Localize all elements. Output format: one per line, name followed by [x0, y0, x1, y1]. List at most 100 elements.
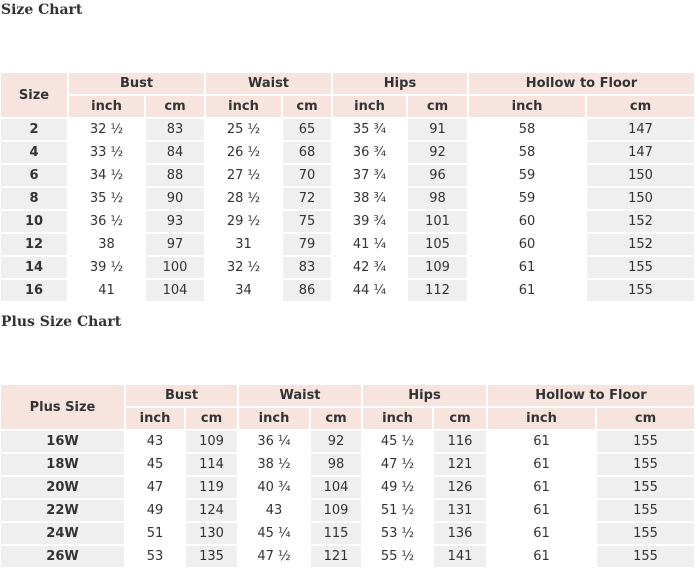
- table-cell: 40 ¾: [239, 477, 309, 498]
- table-cell: 45 ¼: [239, 523, 309, 544]
- table-cell: 41: [69, 280, 144, 301]
- table-cell: 109: [311, 500, 361, 521]
- table-cell: 51: [126, 523, 184, 544]
- table-cell: 55 ½: [363, 546, 432, 567]
- table-cell: 47 ½: [363, 454, 432, 475]
- table-cell: 47 ½: [239, 546, 309, 567]
- unit-header: inch: [69, 96, 144, 117]
- row-label: 10: [1, 211, 67, 232]
- table-cell: 115: [311, 523, 361, 544]
- table-cell: 116: [434, 431, 486, 452]
- table-cell: 92: [311, 431, 361, 452]
- row-label: 2: [1, 119, 67, 140]
- header-cell: Size: [1, 73, 67, 117]
- table-cell: 88: [146, 165, 204, 186]
- unit-header: inch: [206, 96, 281, 117]
- unit-header: inch: [239, 408, 309, 429]
- table-cell: 92: [408, 142, 467, 163]
- table-cell: 44 ¼: [333, 280, 406, 301]
- table-cell: 155: [587, 280, 694, 301]
- table-cell: 61: [469, 280, 585, 301]
- row-label: 22W: [1, 500, 124, 521]
- table-cell: 59: [469, 165, 585, 186]
- table-cell: 112: [408, 280, 467, 301]
- unit-header: inch: [488, 408, 595, 429]
- row-label: 8: [1, 188, 67, 209]
- unit-header: cm: [311, 408, 361, 429]
- table-cell: 150: [587, 165, 694, 186]
- table-cell: 43: [126, 431, 184, 452]
- table-cell: 61: [488, 500, 595, 521]
- table-cell: 31: [206, 234, 281, 255]
- unit-header: cm: [283, 96, 331, 117]
- table-cell: 39 ½: [69, 257, 144, 278]
- table-cell: 38 ¾: [333, 188, 406, 209]
- table-cell: 86: [283, 280, 331, 301]
- table-cell: 58: [469, 119, 585, 140]
- row-label: 24W: [1, 523, 124, 544]
- row-label: 16: [1, 280, 67, 301]
- table-cell: 61: [488, 546, 595, 567]
- table-cell: 59: [469, 188, 585, 209]
- table-cell: 41 ¼: [333, 234, 406, 255]
- group-header: Hips: [363, 385, 486, 406]
- table-cell: 83: [146, 119, 204, 140]
- table-cell: 98: [311, 454, 361, 475]
- table-cell: 131: [434, 500, 486, 521]
- table-cell: 53: [126, 546, 184, 567]
- table-cell: 114: [186, 454, 237, 475]
- group-header: Hollow to Floor: [488, 385, 694, 406]
- table-cell: 61: [488, 431, 595, 452]
- table-cell: 79: [283, 234, 331, 255]
- group-header: Waist: [206, 73, 331, 94]
- table-cell: 28 ½: [206, 188, 281, 209]
- table-cell: 135: [186, 546, 237, 567]
- unit-header: cm: [587, 96, 694, 117]
- table-cell: 75: [283, 211, 331, 232]
- table-cell: 141: [434, 546, 486, 567]
- table-cell: 45: [126, 454, 184, 475]
- table-cell: 43: [239, 500, 309, 521]
- table-cell: 136: [434, 523, 486, 544]
- table-cell: 33 ½: [69, 142, 144, 163]
- unit-header: cm: [408, 96, 467, 117]
- table-cell: 35 ¾: [333, 119, 406, 140]
- table-cell: 121: [434, 454, 486, 475]
- table-cell: 83: [283, 257, 331, 278]
- table-cell: 109: [186, 431, 237, 452]
- table-cell: 70: [283, 165, 331, 186]
- table-cell: 58: [469, 142, 585, 163]
- table-cell: 155: [597, 454, 694, 475]
- table-cell: 61: [488, 454, 595, 475]
- header-cell: Plus Size: [1, 385, 124, 429]
- table-cell: 36 ¾: [333, 142, 406, 163]
- table-cell: 61: [488, 477, 595, 498]
- table-cell: 84: [146, 142, 204, 163]
- table-cell: 26 ½: [206, 142, 281, 163]
- table-cell: 60: [469, 211, 585, 232]
- row-label: 16W: [1, 431, 124, 452]
- table-cell: 104: [311, 477, 361, 498]
- group-header: Waist: [239, 385, 361, 406]
- table-cell: 49 ½: [363, 477, 432, 498]
- unit-header: cm: [146, 96, 204, 117]
- table-cell: 155: [597, 523, 694, 544]
- table-cell: 32 ½: [206, 257, 281, 278]
- table-cell: 38: [69, 234, 144, 255]
- table-cell: 34: [206, 280, 281, 301]
- row-label: 18W: [1, 454, 124, 475]
- table-cell: 152: [587, 211, 694, 232]
- table-cell: 51 ½: [363, 500, 432, 521]
- table-cell: 124: [186, 500, 237, 521]
- table-cell: 96: [408, 165, 467, 186]
- chart-title: Size Chart: [1, 2, 83, 18]
- table-cell: 36 ¼: [239, 431, 309, 452]
- table-cell: 61: [469, 257, 585, 278]
- table-cell: 35 ½: [69, 188, 144, 209]
- table-cell: 147: [587, 142, 694, 163]
- table-cell: 109: [408, 257, 467, 278]
- table-cell: 105: [408, 234, 467, 255]
- unit-header: inch: [363, 408, 432, 429]
- unit-header: inch: [126, 408, 184, 429]
